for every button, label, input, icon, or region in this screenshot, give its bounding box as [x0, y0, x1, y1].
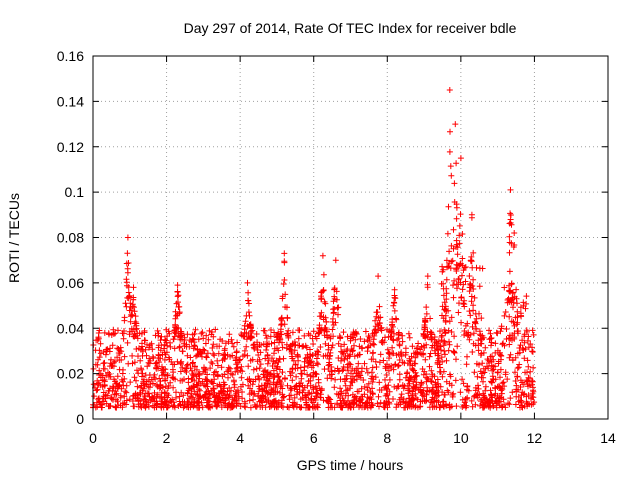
- chart-title: Day 297 of 2014, Rate Of TEC Index for r…: [184, 20, 517, 36]
- grid-lines: [93, 56, 608, 419]
- x-tick-label: 8: [383, 430, 391, 446]
- y-tick-label: 0: [76, 411, 84, 427]
- roti-markers: [90, 87, 538, 411]
- y-tick-label: 0.12: [57, 139, 84, 155]
- x-tick-label: 6: [310, 430, 318, 446]
- x-tick-label: 0: [89, 430, 97, 446]
- axis-ticks: 0 2 4 6 8 10 12 14 0 0.02 0.04 0.06 0.08 0.1 0.12 0.14 0…: [57, 48, 616, 446]
- y-tick-label: 0.1: [65, 184, 85, 200]
- x-tick-label: 14: [600, 430, 616, 446]
- x-tick-label: 2: [163, 430, 171, 446]
- x-tick-label: 10: [453, 430, 469, 446]
- y-tick-label: 0.16: [57, 48, 84, 64]
- data-points: [90, 87, 538, 411]
- x-tick-label: 4: [236, 430, 244, 446]
- y-tick-label: 0.08: [57, 230, 84, 246]
- x-tick-label: 12: [527, 430, 543, 446]
- y-tick-label: 0.04: [57, 320, 84, 336]
- y-axis-label: ROTI / TECUs: [6, 193, 22, 283]
- y-tick-label: 0.14: [57, 93, 84, 109]
- x-axis-label: GPS time / hours: [297, 457, 404, 473]
- y-tick-label: 0.06: [57, 275, 84, 291]
- y-tick-label: 0.02: [57, 366, 84, 382]
